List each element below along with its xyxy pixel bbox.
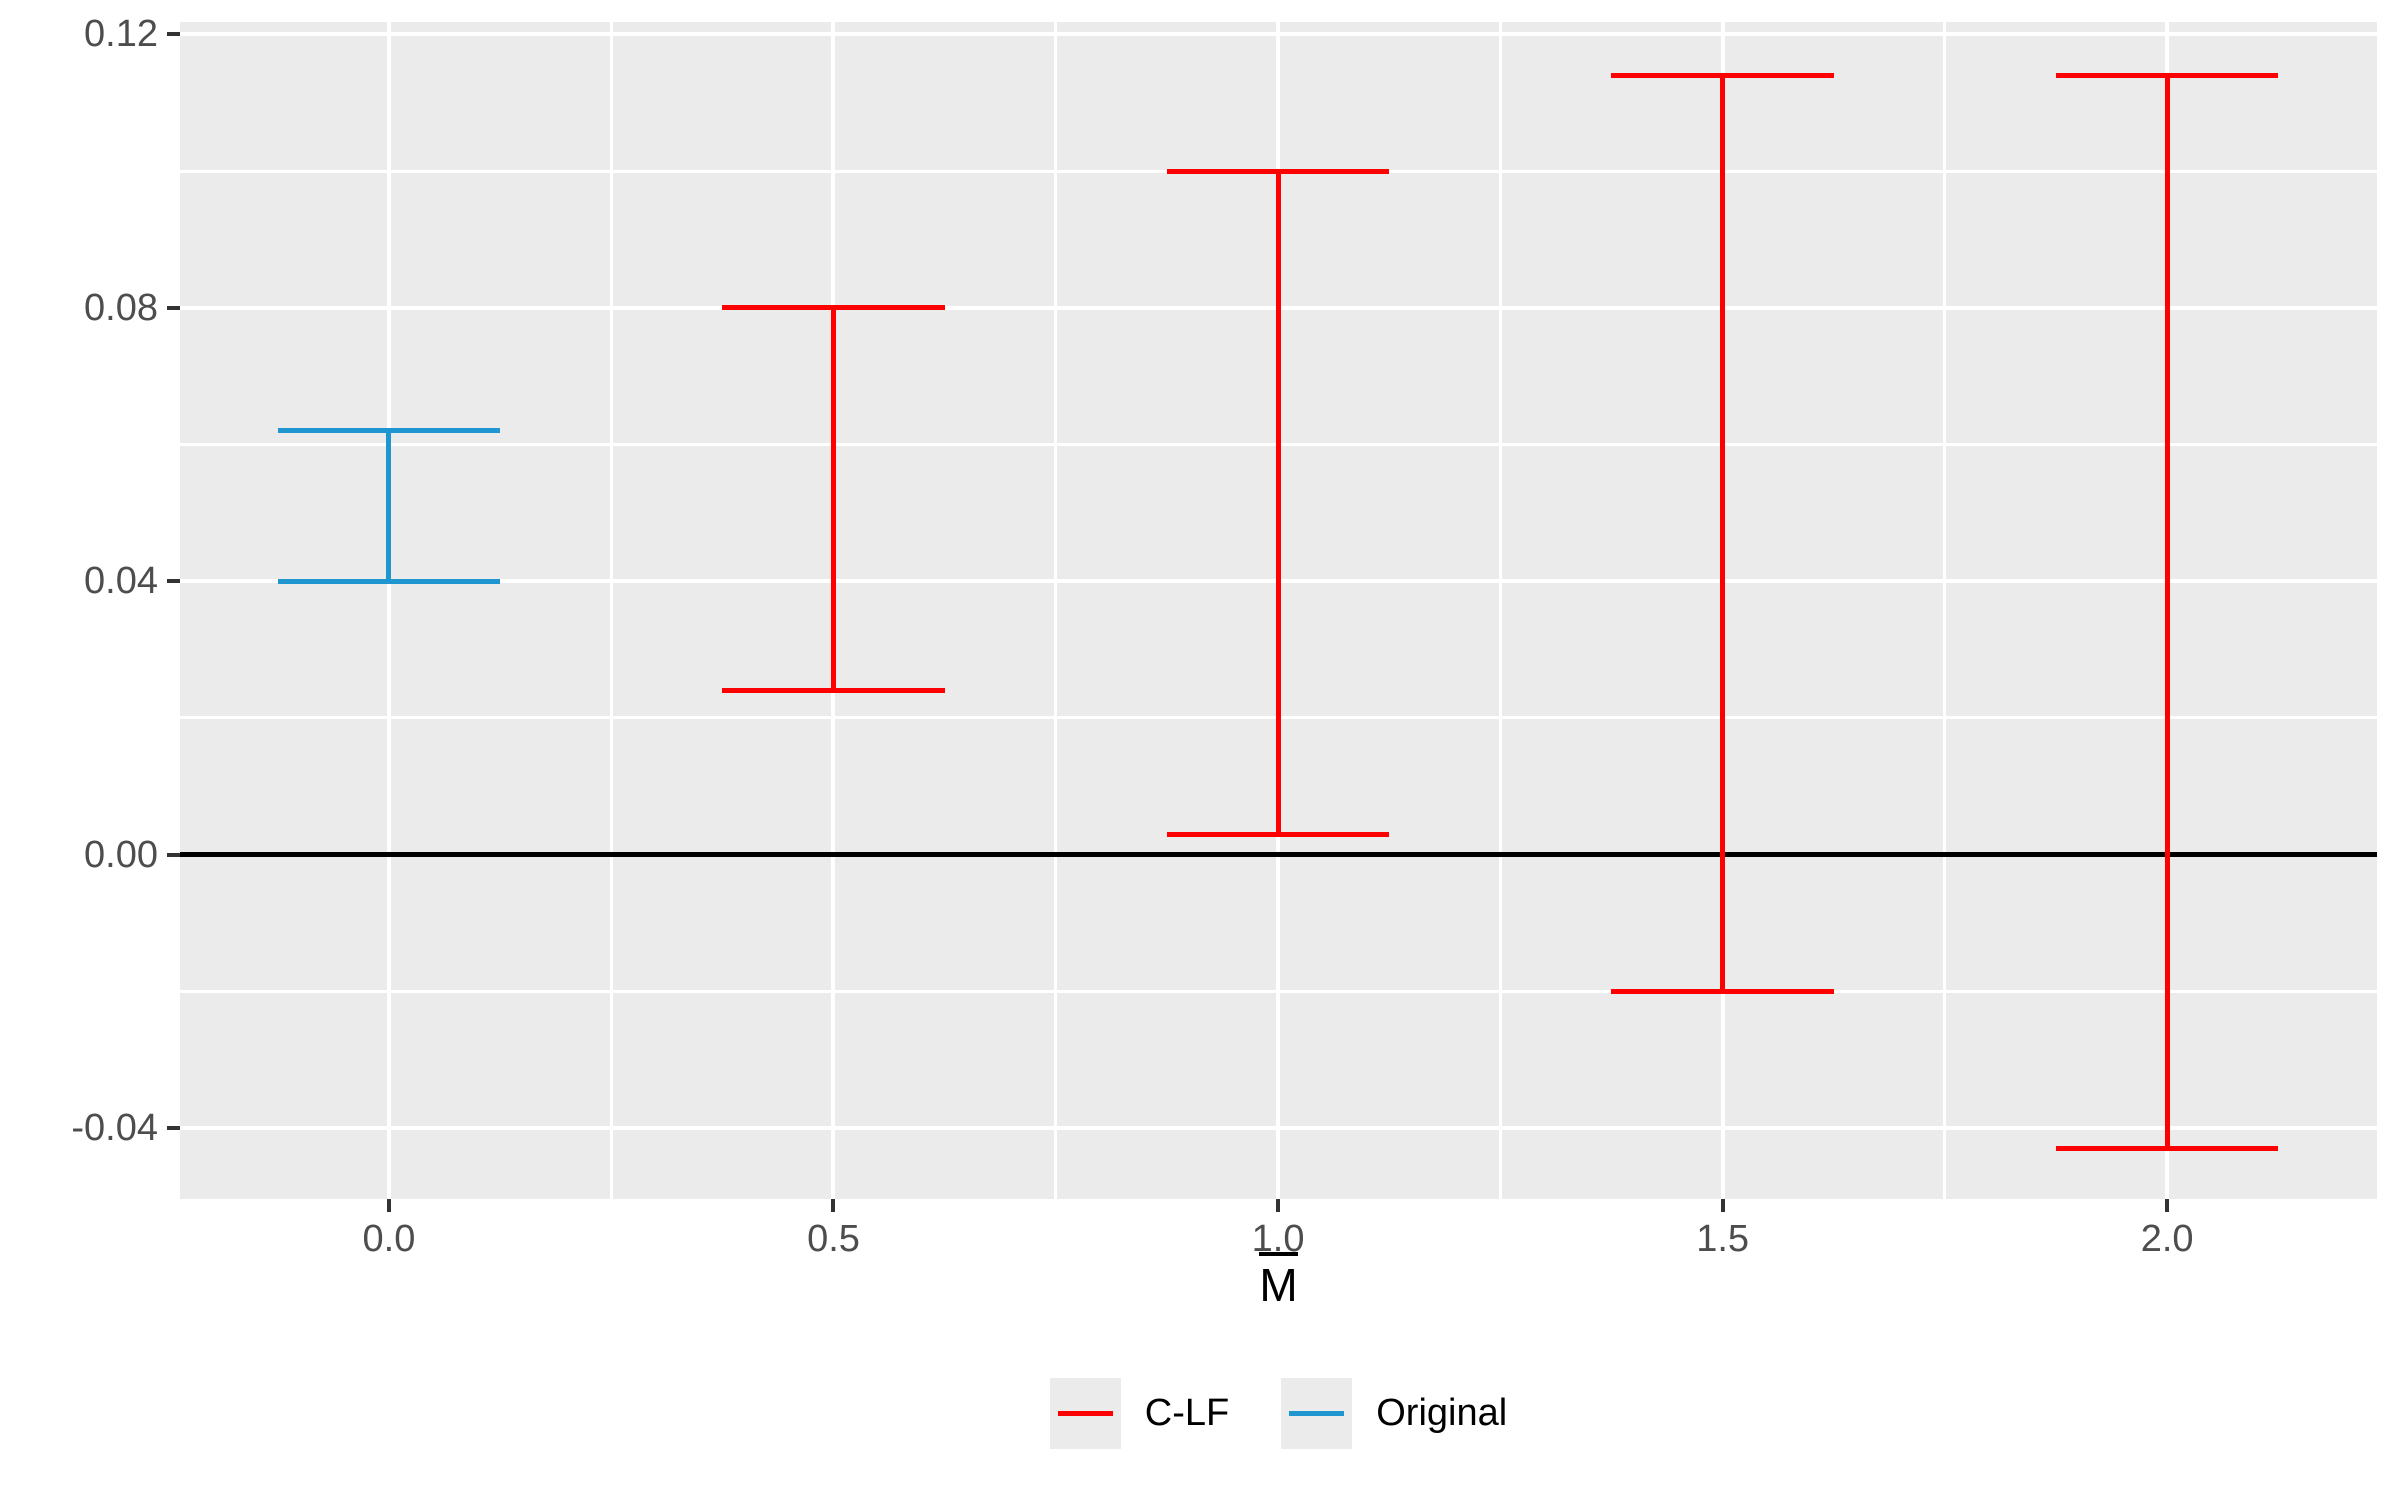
errorbar-cap-top xyxy=(722,305,945,311)
legend-line-icon xyxy=(1289,1411,1345,1416)
errorbar-cap-top xyxy=(277,428,501,434)
errorbar-cap-top xyxy=(1611,72,1834,78)
y-tick-mark xyxy=(167,1125,180,1130)
gridline-minor-vertical xyxy=(1943,22,1947,1199)
x-axis-title: M xyxy=(180,1252,2377,1312)
y-tick-mark xyxy=(167,579,180,584)
legend-item: C-LF xyxy=(1049,1378,1230,1449)
legend-item: Original xyxy=(1281,1378,1507,1449)
gridline-minor-vertical xyxy=(1054,22,1058,1199)
errorbar-stem xyxy=(830,307,836,691)
x-tick-mark xyxy=(1276,1199,1281,1212)
legend: C-LF Original xyxy=(180,1378,2377,1449)
errorbar-stem xyxy=(1275,171,1281,834)
errorbar-stem xyxy=(386,430,392,582)
y-tick-label: 0.08 xyxy=(84,286,158,329)
zero-reference-line xyxy=(180,852,2377,857)
legend-label: Original xyxy=(1376,1392,1508,1434)
legend-line-icon xyxy=(1057,1411,1113,1416)
errorbar-cap-bottom xyxy=(722,687,945,693)
gridline-minor-vertical xyxy=(1498,22,1502,1199)
gridline-major-vertical xyxy=(386,22,391,1199)
y-tick-mark xyxy=(167,32,180,37)
x-tick-label: 1.5 xyxy=(1696,1218,1750,1260)
x-tick-mark xyxy=(386,1199,391,1212)
legend-key xyxy=(1281,1378,1353,1449)
y-tick-label: 0.12 xyxy=(84,13,158,56)
errorbar-stem xyxy=(2164,75,2170,1149)
x-tick-label: 2.0 xyxy=(2140,1218,2194,1260)
errorbar-cap-bottom xyxy=(1166,831,1390,837)
errorbar-cap-bottom xyxy=(277,578,501,584)
y-tick-label: -0.04 xyxy=(71,1106,158,1149)
y-tick-mark xyxy=(167,852,180,857)
errorbar-stem xyxy=(1720,75,1726,992)
x-axis: 0.0 0.5 1.0 1.5 2.0 xyxy=(180,1199,2377,1299)
y-tick-label: 0.04 xyxy=(84,560,158,603)
legend-key xyxy=(1049,1378,1121,1449)
errorbar-cap-top xyxy=(1166,168,1390,174)
errorbar-cap-bottom xyxy=(1611,988,1834,994)
x-tick-label: 0.5 xyxy=(807,1218,860,1260)
x-tick-label: 0.0 xyxy=(362,1218,416,1260)
errorbar-cap-top xyxy=(2056,72,2279,78)
errorbar-cap-bottom xyxy=(2056,1145,2279,1151)
y-tick-mark xyxy=(167,305,180,310)
x-tick-mark xyxy=(831,1199,836,1212)
y-axis: 0.12 0.08 0.04 0.00 -0.04 xyxy=(0,13,180,1199)
x-axis-title-text: M xyxy=(1259,1252,1298,1309)
x-tick-mark xyxy=(2165,1199,2170,1212)
x-tick-mark xyxy=(1720,1199,1725,1212)
plot-panel xyxy=(180,22,2377,1199)
y-tick-label: 0.00 xyxy=(84,833,158,876)
legend-label: C-LF xyxy=(1144,1392,1230,1434)
gridline-minor-vertical xyxy=(609,22,613,1199)
